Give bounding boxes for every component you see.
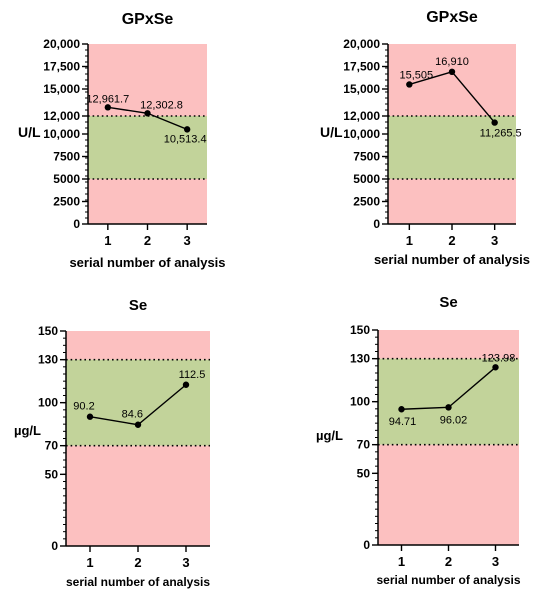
y-tick-label: 130 xyxy=(38,353,58,367)
x-tick-label: 2 xyxy=(445,554,452,569)
band-reference-range xyxy=(388,116,516,179)
x-tick-label: 1 xyxy=(398,554,405,569)
x-tick-label: 2 xyxy=(144,233,151,248)
y-tick-label: 15,000 xyxy=(43,82,80,96)
y-tick-label: 0 xyxy=(373,217,380,231)
y-tick-label: 100 xyxy=(350,395,370,409)
data-point xyxy=(86,413,94,420)
data-label: 10,513.4 xyxy=(164,133,207,145)
y-tick-label: 20,000 xyxy=(343,37,380,51)
y-tick-label: 50 xyxy=(45,467,59,481)
band-below-range xyxy=(88,179,207,224)
data-label: 15,505 xyxy=(400,69,434,81)
data-point xyxy=(134,421,142,428)
y-tick-label: 0 xyxy=(363,538,370,552)
chart-title: GPxSe xyxy=(426,9,478,26)
data-label: 12,302.8 xyxy=(140,99,183,111)
data-point xyxy=(445,404,452,411)
x-tick-label: 1 xyxy=(406,233,413,248)
data-point xyxy=(182,381,190,388)
y-tick-label: 70 xyxy=(45,439,59,453)
band-above-range xyxy=(378,330,519,359)
x-axis-label: serial number of analysis xyxy=(374,252,530,267)
x-tick-label: 3 xyxy=(184,233,191,248)
y-tick-label: 2500 xyxy=(353,195,380,209)
band-above-range xyxy=(388,44,516,116)
band-below-range xyxy=(388,179,516,224)
band-above-range xyxy=(88,44,207,116)
chart-se-right: 0 50 70 100 130 150 1 2 3 94.71 96.02 123.98 Se µg/L s… xyxy=(316,294,521,587)
x-axis-label: serial number of analysis xyxy=(69,255,225,270)
y-tick-label: 0 xyxy=(51,539,58,553)
y-tick-label: 150 xyxy=(350,323,370,337)
data-point xyxy=(491,119,498,126)
data-point xyxy=(398,406,405,413)
data-label: 90.2 xyxy=(73,401,94,413)
y-tick-label: 12,000 xyxy=(43,109,80,123)
y-tick-label: 70 xyxy=(357,438,371,452)
x-tick-label: 3 xyxy=(492,554,499,569)
x-tick-label: 3 xyxy=(491,233,498,248)
y-tick-label: 15,000 xyxy=(343,82,380,96)
data-label: 112.5 xyxy=(179,369,206,381)
y-axis-label: µg/L xyxy=(14,423,41,438)
y-tick-label: 20,000 xyxy=(43,37,80,51)
y-tick-label: 5000 xyxy=(53,172,80,186)
data-label: 96.02 xyxy=(440,414,468,426)
data-point xyxy=(183,126,191,133)
x-tick-label: 2 xyxy=(448,233,455,248)
y-tick-label: 12,000 xyxy=(343,109,380,123)
x-axis-label: serial number of analysis xyxy=(376,573,520,587)
x-tick-label: 2 xyxy=(134,555,141,570)
band-below-range xyxy=(66,445,210,546)
y-tick-label: 50 xyxy=(357,466,371,480)
y-tick-label: 0 xyxy=(73,217,80,231)
y-tick-label: 130 xyxy=(350,352,370,366)
y-tick-label: 150 xyxy=(38,324,58,338)
x-tick-label: 1 xyxy=(104,233,111,248)
data-point xyxy=(448,68,456,76)
x-axis-label: serial number of analysis xyxy=(66,575,210,589)
y-tick-label: 10,000 xyxy=(43,127,80,141)
band-below-range xyxy=(378,444,519,545)
data-point xyxy=(144,110,151,117)
data-label: 16,910 xyxy=(435,56,469,68)
band-reference-range xyxy=(378,358,519,445)
data-label: 94.71 xyxy=(389,416,417,428)
chart-title: Se xyxy=(439,294,457,311)
x-tick-label: 3 xyxy=(182,555,189,570)
data-point xyxy=(492,364,499,371)
chart-title: GPxSe xyxy=(122,11,174,28)
chart-title: Se xyxy=(129,297,147,314)
y-tick-label: 100 xyxy=(38,396,58,410)
y-axis-label: U/L xyxy=(18,124,41,140)
band-reference-range xyxy=(88,116,207,179)
y-tick-label: 7500 xyxy=(53,150,80,164)
chart-se-left: 0 50 70 100 130 150 1 2 3 90.2 84.6 112.5 Se µg/L seri… xyxy=(14,297,210,589)
data-point xyxy=(406,81,413,88)
chart-gpxse-right: 0 2500 5000 7500 10,000 12,000 15,000 17,500 20,… xyxy=(320,9,530,267)
data-label: 123.98 xyxy=(482,352,516,364)
band-reference-range xyxy=(66,359,210,446)
y-axis-label: U/L xyxy=(320,124,343,140)
y-axis-label: µg/L xyxy=(316,428,343,443)
y-tick-label: 17,500 xyxy=(43,60,80,74)
data-label: 11,265.5 xyxy=(480,128,522,140)
y-tick-label: 10,000 xyxy=(343,127,380,141)
data-label: 12,961.7 xyxy=(86,93,129,105)
y-tick-label: 5000 xyxy=(353,172,380,186)
data-label: 84.6 xyxy=(122,409,143,421)
data-point xyxy=(104,104,112,111)
y-tick-label: 2500 xyxy=(53,195,80,209)
y-tick-label: 17,500 xyxy=(343,60,380,74)
y-tick-label: 7500 xyxy=(353,150,380,164)
band-above-range xyxy=(66,331,210,360)
x-tick-label: 1 xyxy=(86,555,93,570)
chart-gpxse-left: 0 2500 5000 7500 10,000 12,000 15,000 17,500 20,… xyxy=(18,11,226,270)
